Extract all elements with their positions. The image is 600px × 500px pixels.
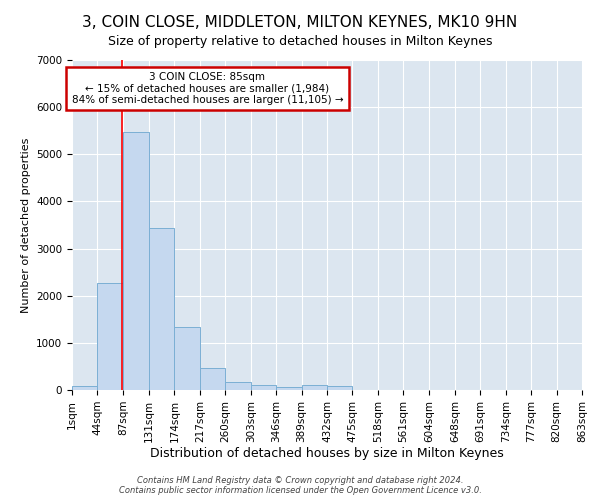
X-axis label: Distribution of detached houses by size in Milton Keynes: Distribution of detached houses by size …	[150, 448, 504, 460]
Bar	[251, 385, 276, 390]
Bar	[72, 386, 97, 390]
Bar	[175, 328, 200, 390]
Bar	[200, 368, 225, 390]
Text: 3, COIN CLOSE, MIDDLETON, MILTON KEYNES, MK10 9HN: 3, COIN CLOSE, MIDDLETON, MILTON KEYNES,…	[82, 15, 518, 30]
Text: Size of property relative to detached houses in Milton Keynes: Size of property relative to detached ho…	[108, 35, 492, 48]
Bar	[149, 228, 175, 390]
Y-axis label: Number of detached properties: Number of detached properties	[20, 138, 31, 312]
Bar	[225, 382, 251, 390]
Bar	[276, 386, 302, 390]
Bar	[123, 132, 149, 390]
Bar	[97, 283, 123, 390]
Bar	[302, 386, 327, 390]
Text: 3 COIN CLOSE: 85sqm
← 15% of detached houses are smaller (1,984)
84% of semi-det: 3 COIN CLOSE: 85sqm ← 15% of detached ho…	[71, 72, 343, 105]
Bar	[327, 386, 352, 390]
Text: Contains HM Land Registry data © Crown copyright and database right 2024.
Contai: Contains HM Land Registry data © Crown c…	[119, 476, 481, 495]
